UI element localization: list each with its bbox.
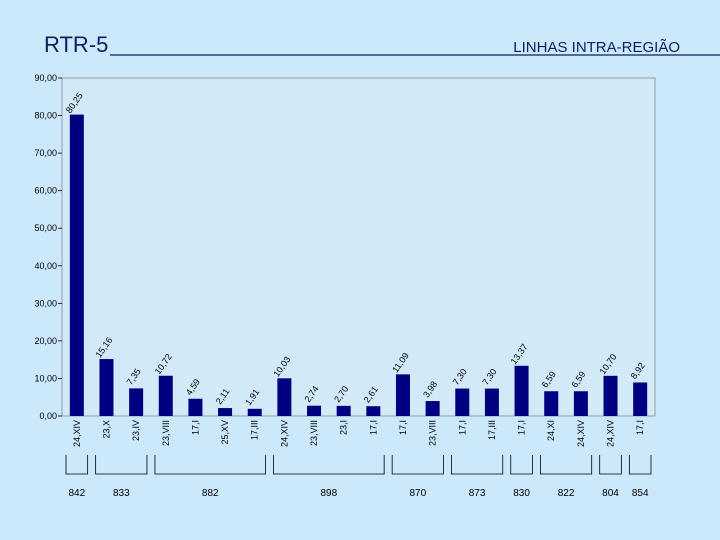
x-tick-label: 23,X	[101, 420, 111, 439]
x-tick-label: 17,I	[398, 420, 408, 435]
bar	[395, 374, 410, 416]
bar	[366, 406, 381, 416]
x-tick-label: 23,I	[339, 420, 349, 435]
x-tick-label: 17,I	[368, 420, 378, 435]
group-label: 804	[602, 488, 619, 499]
group-bracket	[65, 455, 89, 475]
x-tick-label: 17,I	[190, 420, 200, 435]
bar	[69, 114, 84, 416]
y-tick-label: 60,00	[34, 186, 57, 196]
y-tick-label: 10,00	[34, 373, 57, 383]
group-bracket	[273, 455, 385, 475]
group-label: 873	[469, 488, 486, 499]
group-label: 854	[632, 488, 649, 499]
group-label: 830	[513, 488, 530, 499]
bar	[129, 388, 144, 416]
bar	[603, 375, 618, 416]
bar	[573, 391, 588, 416]
x-tick-label: 25,XV	[220, 420, 230, 445]
x-tick-label: 17,I	[457, 420, 467, 435]
y-tick-label: 30,00	[34, 298, 57, 308]
y-tick-label: 70,00	[34, 148, 57, 158]
bar	[277, 378, 292, 416]
group-bracket	[628, 455, 652, 475]
group-label: 833	[113, 488, 130, 499]
group-bracket	[154, 455, 266, 475]
plot-area	[61, 77, 656, 417]
bar	[633, 382, 648, 416]
bar	[336, 405, 351, 416]
group-label: 822	[558, 488, 575, 499]
y-tick-label: 40,00	[34, 261, 57, 271]
slide-subtitle: LINHAS INTRA-REGIÃO	[513, 39, 680, 56]
y-tick-label: 0,00	[39, 411, 57, 421]
bar	[158, 375, 173, 416]
slide-title: RTR-5	[44, 32, 108, 57]
bar	[218, 408, 233, 416]
x-tick-label: 23,VIII	[161, 420, 171, 446]
group-bracket	[451, 455, 504, 475]
bar	[484, 388, 499, 416]
x-tick-label: 23,IV	[131, 420, 141, 441]
x-tick-label: 24,XIV	[72, 420, 82, 447]
bar	[514, 365, 529, 416]
bar	[188, 398, 203, 416]
y-tick-label: 90,00	[34, 73, 57, 83]
group-label: 882	[202, 488, 219, 499]
x-tick-label: 17,III	[487, 420, 497, 440]
x-tick-label: 23,VIII	[428, 420, 438, 446]
bar	[455, 388, 470, 416]
x-tick-label: 24,XIV	[576, 420, 586, 447]
x-tick-label: 17,I	[517, 420, 527, 435]
group-bracket	[540, 455, 593, 475]
group-label: 898	[321, 488, 338, 499]
group-bracket	[510, 455, 533, 475]
group-bracket	[391, 455, 444, 475]
x-tick-label: 17,I	[635, 420, 645, 435]
x-tick-label: 24,XIV	[279, 420, 289, 447]
x-tick-label: 24,XI	[546, 420, 556, 441]
y-tick-label: 50,00	[34, 223, 57, 233]
bar	[425, 401, 440, 416]
x-tick-label: 24,XIV	[606, 420, 616, 447]
group-label: 842	[68, 488, 85, 499]
bar	[307, 405, 322, 416]
x-tick-label: 23,VIII	[309, 420, 319, 446]
group-label: 870	[409, 488, 426, 499]
group-bracket	[95, 455, 148, 475]
x-tick-label: 17,III	[250, 420, 260, 440]
bar	[99, 359, 114, 416]
y-tick-label: 20,00	[34, 336, 57, 346]
group-bracket	[599, 455, 622, 475]
y-tick-label: 80,00	[34, 111, 57, 121]
bar	[247, 408, 262, 416]
bar	[544, 391, 559, 416]
